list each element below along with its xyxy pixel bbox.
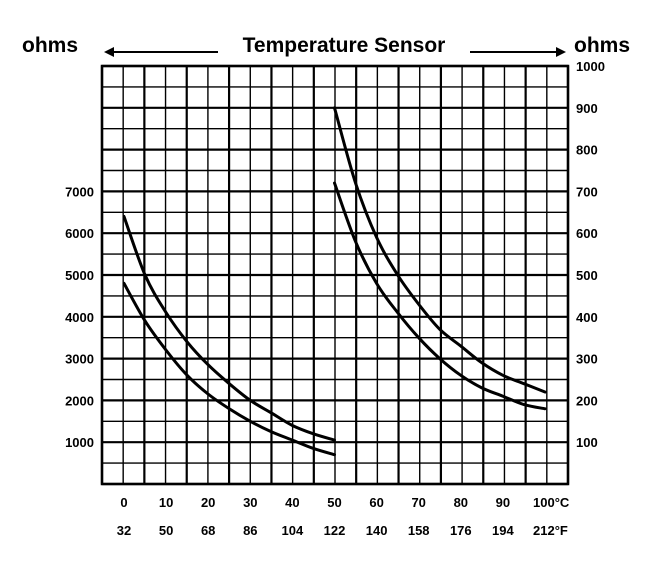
x-fahrenheit-tick-label: 176 — [450, 523, 472, 538]
x-celsius-tick-label: 50 — [327, 495, 341, 510]
x-fahrenheit-tick-label: 158 — [408, 523, 430, 538]
left-y-tick-label: 4000 — [65, 310, 94, 325]
x-fahrenheit-tick-label: 104 — [282, 523, 304, 538]
x-celsius-tick-label: 70 — [411, 495, 425, 510]
right-arrow-icon — [556, 47, 566, 57]
x-fahrenheit-tick-label: 122 — [324, 523, 346, 538]
x-fahrenheit-tick-label: 86 — [243, 523, 257, 538]
x-celsius-tick-label: 80 — [454, 495, 468, 510]
right-y-tick-label: 100 — [576, 435, 598, 450]
x-fahrenheit-tick-label: 50 — [159, 523, 173, 538]
x-celsius-tick-label: 20 — [201, 495, 215, 510]
x-celsius-tick-label: 0 — [120, 495, 127, 510]
left-y-tick-label: 1000 — [65, 435, 94, 450]
x-celsius-tick-label: 10 — [159, 495, 173, 510]
x-fahrenheit-tick-label: 32 — [117, 523, 131, 538]
left-axis-label: ohms — [22, 34, 78, 57]
right-y-tick-label: 800 — [576, 143, 598, 158]
curves — [122, 106, 547, 457]
series-line-4 — [333, 181, 547, 411]
right-y-tick-label: 500 — [576, 268, 598, 283]
x-celsius-tick-label: 30 — [243, 495, 257, 510]
x-celsius-tick-label: 90 — [496, 495, 510, 510]
right-y-tick-label: 1000 — [576, 59, 605, 74]
right-y-tick-label: 200 — [576, 393, 598, 408]
left-arrow-icon — [104, 47, 114, 57]
right-y-tick-label: 900 — [576, 101, 598, 116]
right-y-tick-label: 600 — [576, 226, 598, 241]
x-fahrenheit-tick-label: 194 — [492, 523, 514, 538]
series-line-2 — [122, 281, 336, 457]
x-celsius-tick-label: 40 — [285, 495, 299, 510]
x-fahrenheit-tick-label: 140 — [366, 523, 388, 538]
left-y-tick-label: 5000 — [65, 268, 94, 283]
header: Temperature Sensor ohms ohms — [22, 34, 630, 57]
grid — [100, 64, 570, 486]
tick-labels: 7000600050004000300020001000100090080070… — [65, 59, 605, 538]
x-fahrenheit-tick-label: 68 — [201, 523, 215, 538]
x-celsius-tick-label: 100°C — [533, 495, 570, 510]
left-y-tick-label: 7000 — [65, 184, 94, 199]
right-y-tick-label: 700 — [576, 184, 598, 199]
series-line-3 — [333, 106, 547, 394]
title-backdrop — [238, 34, 450, 57]
right-y-tick-label: 300 — [576, 352, 598, 367]
x-fahrenheit-tick-label: 212°F — [533, 523, 568, 538]
left-y-tick-label: 3000 — [65, 352, 94, 367]
series-line-1 — [122, 214, 336, 442]
header-arrows — [104, 47, 566, 57]
plot-frame — [100, 64, 570, 486]
chart-title: Temperature Sensor — [243, 34, 446, 57]
left-y-tick-label: 2000 — [65, 393, 94, 408]
left-y-tick-label: 6000 — [65, 226, 94, 241]
right-axis-label: ohms — [574, 34, 630, 57]
x-celsius-tick-label: 60 — [369, 495, 383, 510]
right-y-tick-label: 400 — [576, 310, 598, 325]
